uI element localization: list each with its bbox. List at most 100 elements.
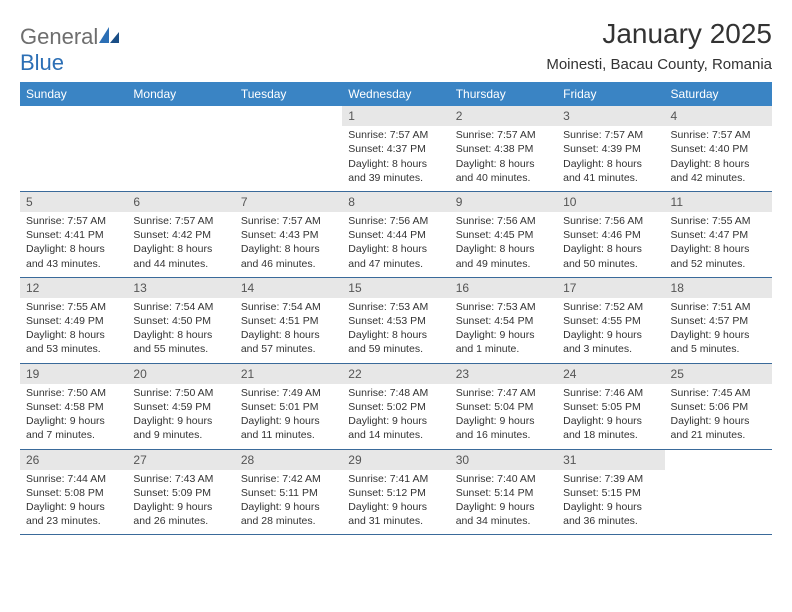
- day-number: 27: [127, 450, 234, 470]
- day-cell: 10Sunrise: 7:56 AMSunset: 4:46 PMDayligh…: [557, 192, 664, 277]
- sunset-text: Sunset: 4:47 PM: [671, 228, 766, 242]
- weekday-header: Monday: [127, 82, 234, 106]
- sunrise-text: Sunrise: 7:43 AM: [133, 472, 228, 486]
- sunset-text: Sunset: 5:12 PM: [348, 486, 443, 500]
- sunset-text: Sunset: 4:55 PM: [563, 314, 658, 328]
- sunset-text: Sunset: 4:44 PM: [348, 228, 443, 242]
- sunset-text: Sunset: 4:39 PM: [563, 142, 658, 156]
- day-cell: 2Sunrise: 7:57 AMSunset: 4:38 PMDaylight…: [450, 106, 557, 191]
- sunset-text: Sunset: 4:49 PM: [26, 314, 121, 328]
- sunset-text: Sunset: 5:02 PM: [348, 400, 443, 414]
- sunset-text: Sunset: 5:05 PM: [563, 400, 658, 414]
- brand-name: GeneralBlue: [20, 24, 120, 76]
- week-row: 26Sunrise: 7:44 AMSunset: 5:08 PMDayligh…: [20, 450, 772, 536]
- week-row: 12 Sunrise: 7:55 AMSunset: 4:49 PM Dayligh…: [20, 278, 772, 364]
- calendar: Sunday Monday Tuesday Wednesday Thursday…: [20, 82, 772, 535]
- day-cell: 29Sunrise: 7:41 AMSunset: 5:12 PMDayligh…: [342, 450, 449, 535]
- weekday-header: Sunday: [20, 82, 127, 106]
- daylight-text: Daylight: 8 hours and 43 minutes.: [26, 242, 121, 270]
- day-body: Sunrise: 7:55 AMSunset: 4:47 PMDaylight:…: [665, 212, 772, 277]
- day-number: 19: [20, 364, 127, 384]
- sunset-text: Sunset: 4:45 PM: [456, 228, 551, 242]
- sunset-text: Sunset: 4:46 PM: [563, 228, 658, 242]
- day-number: [665, 450, 772, 454]
- daylight-text: Daylight: 9 hours and 14 minutes.: [348, 414, 443, 442]
- day-number: 18: [665, 278, 772, 298]
- day-cell: 18Sunrise: 7:51 AMSunset: 4:57 PMDayligh…: [665, 278, 772, 363]
- day-cell: 19Sunrise: 7:50 AMSunset: 4:58 PMDayligh…: [20, 364, 127, 449]
- sunset-text: Sunset: 5:15 PM: [563, 486, 658, 500]
- day-cell: 14Sunrise: 7:54 AMSunset: 4:51 PMDayligh…: [235, 278, 342, 363]
- day-number: 4: [665, 106, 772, 126]
- daylight-text: Daylight: 9 hours and 34 minutes.: [456, 500, 551, 528]
- sunset-text: Sunset: 4:41 PM: [26, 228, 121, 242]
- sunset-text: Sunset: 5:11 PM: [241, 486, 336, 500]
- day-number: 13: [127, 278, 234, 298]
- daylight-text: Daylight: 8 hours and 49 minutes.: [456, 242, 551, 270]
- sunset-text: Sunset: 5:04 PM: [456, 400, 551, 414]
- sunrise-text: Sunrise: 7:55 AM: [26, 300, 121, 314]
- day-body: Sunrise: 7:49 AMSunset: 5:01 PMDaylight:…: [235, 384, 342, 449]
- day-cell: 28Sunrise: 7:42 AMSunset: 5:11 PMDayligh…: [235, 450, 342, 535]
- sunrise-text: Sunrise: 7:39 AM: [563, 472, 658, 486]
- day-cell: [235, 106, 342, 191]
- day-body: Sunrise: 7:42 AMSunset: 5:11 PMDaylight:…: [235, 470, 342, 535]
- daylight-text: Daylight: 9 hours and 26 minutes.: [133, 500, 228, 528]
- day-number: 26: [20, 450, 127, 470]
- sunset-text: Sunset: 4:40 PM: [671, 142, 766, 156]
- day-cell: 24Sunrise: 7:46 AMSunset: 5:05 PMDayligh…: [557, 364, 664, 449]
- day-cell: 26Sunrise: 7:44 AMSunset: 5:08 PMDayligh…: [20, 450, 127, 535]
- daylight-text: Daylight: 9 hours and 23 minutes.: [26, 500, 121, 528]
- day-cell: 31Sunrise: 7:39 AMSunset: 5:15 PMDayligh…: [557, 450, 664, 535]
- sunset-text: Sunset: 5:09 PM: [133, 486, 228, 500]
- day-body: Sunrise: 7:41 AMSunset: 5:12 PMDaylight:…: [342, 470, 449, 535]
- day-body: Sunrise: 7:44 AMSunset: 5:08 PMDaylight:…: [20, 470, 127, 535]
- sunset-text: Sunset: 4:50 PM: [133, 314, 228, 328]
- day-cell: 21Sunrise: 7:49 AMSunset: 5:01 PMDayligh…: [235, 364, 342, 449]
- day-body: Sunrise: 7:53 AMSunset: 4:53 PMDaylight:…: [342, 298, 449, 363]
- day-body: Sunrise: 7:57 AMSunset: 4:40 PMDaylight:…: [665, 126, 772, 191]
- sunset-text: Sunset: 4:42 PM: [133, 228, 228, 242]
- day-cell: 30Sunrise: 7:40 AMSunset: 5:14 PMDayligh…: [450, 450, 557, 535]
- day-cell: 23Sunrise: 7:47 AMSunset: 5:04 PMDayligh…: [450, 364, 557, 449]
- daylight-text: Daylight: 9 hours and 1 minute.: [456, 328, 551, 356]
- sunrise-text: Sunrise: 7:49 AM: [241, 386, 336, 400]
- daylight-text: Daylight: 9 hours and 7 minutes.: [26, 414, 121, 442]
- sail-icon: [98, 24, 120, 50]
- day-number: 12: [20, 278, 127, 298]
- day-cell: [665, 450, 772, 535]
- day-cell: 8Sunrise: 7:56 AMSunset: 4:44 PMDaylight…: [342, 192, 449, 277]
- day-number: [235, 106, 342, 110]
- day-cell: 4Sunrise: 7:57 AMSunset: 4:40 PMDaylight…: [665, 106, 772, 191]
- day-cell: 9Sunrise: 7:56 AMSunset: 4:45 PMDaylight…: [450, 192, 557, 277]
- day-cell: 16Sunrise: 7:53 AMSunset: 4:54 PMDayligh…: [450, 278, 557, 363]
- daylight-text: Daylight: 8 hours and 39 minutes.: [348, 157, 443, 185]
- sunset-text: Sunset: 5:06 PM: [671, 400, 766, 414]
- day-cell: [20, 106, 127, 191]
- daylight-text: Daylight: 9 hours and 31 minutes.: [348, 500, 443, 528]
- sunrise-text: Sunrise: 7:44 AM: [26, 472, 121, 486]
- day-number: [127, 106, 234, 110]
- daylight-text: Daylight: 9 hours and 9 minutes.: [133, 414, 228, 442]
- sunset-text: Sunset: 4:37 PM: [348, 142, 443, 156]
- daylight-text: Daylight: 8 hours and 57 minutes.: [241, 328, 336, 356]
- daylight-text: Daylight: 8 hours and 55 minutes.: [133, 328, 228, 356]
- day-number: 22: [342, 364, 449, 384]
- day-cell: 15Sunrise: 7:53 AMSunset: 4:53 PMDayligh…: [342, 278, 449, 363]
- sunset-text: Sunset: 4:58 PM: [26, 400, 121, 414]
- day-number: 8: [342, 192, 449, 212]
- day-cell: 13Sunrise: 7:54 AMSunset: 4:50 PMDayligh…: [127, 278, 234, 363]
- daylight-text: Daylight: 8 hours and 50 minutes.: [563, 242, 658, 270]
- day-number: 23: [450, 364, 557, 384]
- daylight-text: Daylight: 9 hours and 11 minutes.: [241, 414, 336, 442]
- day-body: Sunrise: 7:54 AMSunset: 4:51 PMDaylight:…: [235, 298, 342, 363]
- day-number: 17: [557, 278, 664, 298]
- day-number: 6: [127, 192, 234, 212]
- day-body: Sunrise: 7:57 AMSunset: 4:43 PMDaylight:…: [235, 212, 342, 277]
- daylight-text: Daylight: 8 hours and 42 minutes.: [671, 157, 766, 185]
- day-cell: 1Sunrise: 7:57 AMSunset: 4:37 PMDaylight…: [342, 106, 449, 191]
- daylight-text: Daylight: 8 hours and 41 minutes.: [563, 157, 658, 185]
- day-number: 16: [450, 278, 557, 298]
- week-row: 5Sunrise: 7:57 AMSunset: 4:41 PMDaylight…: [20, 192, 772, 278]
- sunrise-text: Sunrise: 7:45 AM: [671, 386, 766, 400]
